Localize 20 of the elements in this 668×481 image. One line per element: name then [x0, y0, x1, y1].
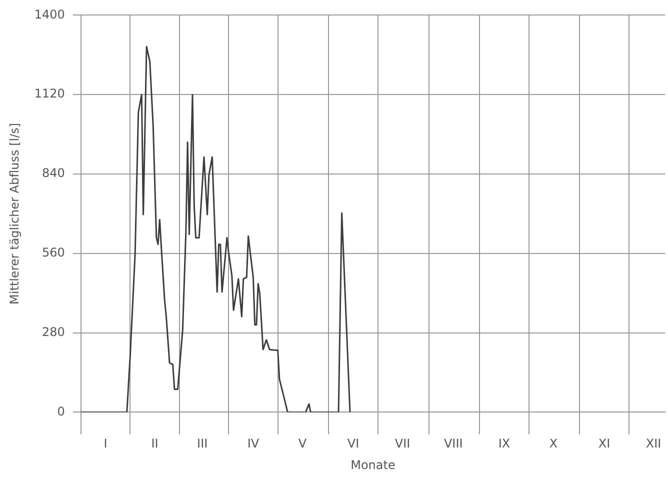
x-tick-label: XII: [646, 436, 662, 451]
x-tick-label: I: [104, 436, 108, 451]
x-tick-label: XI: [598, 436, 610, 451]
x-tick-label: V: [298, 436, 308, 451]
y-tick-label: 1120: [34, 86, 65, 101]
x-tick-label: VI: [347, 436, 360, 451]
y-tick-label: 280: [42, 324, 65, 339]
x-tick-label: VII: [394, 436, 410, 451]
x-tick-label: VIII: [444, 436, 463, 451]
x-axis-title: Monate: [350, 458, 396, 472]
y-axis-title: Mittlerer täglicher Abfluss [l/s]: [7, 122, 22, 304]
y-tick-label: 1400: [34, 7, 65, 22]
y-tick-label: 840: [42, 166, 65, 180]
x-tick-label: X: [549, 436, 558, 451]
x-tick-label: III: [197, 436, 208, 451]
x-tick-label: IV: [247, 436, 260, 451]
x-tick-label: IX: [498, 436, 510, 451]
x-tick-label: II: [151, 436, 158, 451]
y-tick-label: 0: [57, 404, 65, 418]
y-tick-label: 560: [42, 246, 65, 260]
